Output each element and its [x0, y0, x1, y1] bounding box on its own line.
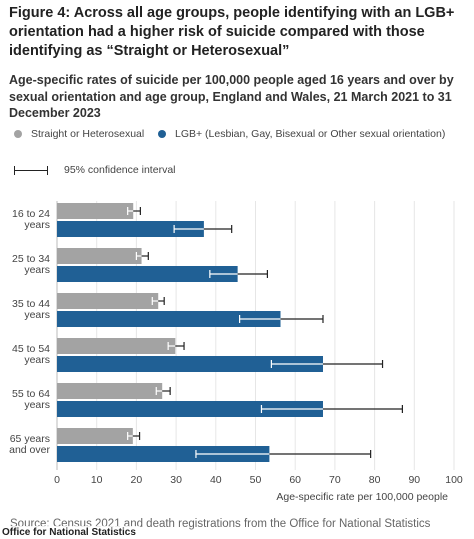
- legend-item-confidence-interval: 95% confidence interval: [14, 164, 176, 176]
- x-tick-label: 20: [131, 474, 143, 486]
- bar-straight: [57, 293, 159, 309]
- x-tick-label: 90: [408, 474, 420, 486]
- x-tick-label: 10: [91, 474, 103, 486]
- category-label: 25 to 34 years: [12, 253, 50, 276]
- x-tick-label: 100: [445, 474, 463, 486]
- ons-credit: Office for National Statistics: [0, 526, 140, 539]
- x-tick-label: 40: [210, 474, 222, 486]
- bar-lgb: [57, 446, 270, 462]
- legend-swatch-straight: [14, 130, 22, 138]
- bar-straight: [57, 428, 133, 444]
- category-label: 45 to 54 years: [12, 343, 50, 366]
- bar-lgb: [57, 221, 204, 237]
- x-tick-label: 50: [250, 474, 262, 486]
- x-tick-label: 30: [170, 474, 182, 486]
- bar-chart: 16 to 24 years 25 to 34 years 35 to 44 years 4…: [9, 201, 463, 503]
- bar-lgb: [57, 401, 323, 417]
- x-tick-label: 70: [329, 474, 341, 486]
- bar-straight: [57, 383, 163, 399]
- legend-label-straight: Straight or Heterosexual: [31, 128, 145, 140]
- category-label: 55 to 64 years: [12, 388, 50, 411]
- legend-label-lgb: LGB+ (Lesbian, Gay, Bisexual or Other se…: [175, 128, 446, 140]
- x-axis-label: Age-specific rate per 100,000 people: [276, 491, 448, 503]
- legend-item-lgb: LGB+ (Lesbian, Gay, Bisexual or Other se…: [158, 128, 445, 140]
- category-label: 35 to 44 years: [12, 298, 50, 321]
- x-tick-label: 80: [369, 474, 381, 486]
- bar-lgb: [57, 311, 281, 327]
- chart-title: Figure 4: Across all age groups, people …: [9, 5, 455, 59]
- legend-item-straight: Straight or Heterosexual: [14, 128, 144, 140]
- bar-straight: [57, 338, 176, 354]
- confidence-interval-icon: [14, 165, 48, 175]
- category-label: 16 to 24 years: [12, 208, 50, 231]
- legend-swatch-lgb: [158, 130, 166, 138]
- bar-lgb: [57, 356, 323, 372]
- bar-straight: [57, 203, 134, 219]
- category-label: 65 years and over: [9, 433, 50, 456]
- x-tick-label: 60: [289, 474, 301, 486]
- chart-subtitle: Age-specific rates of suicide per 100,00…: [9, 73, 454, 120]
- bar-straight: [57, 248, 142, 264]
- legend-label-ci: 95% confidence interval: [64, 164, 176, 176]
- bar-lgb: [57, 266, 238, 282]
- x-tick-label: 0: [54, 474, 60, 486]
